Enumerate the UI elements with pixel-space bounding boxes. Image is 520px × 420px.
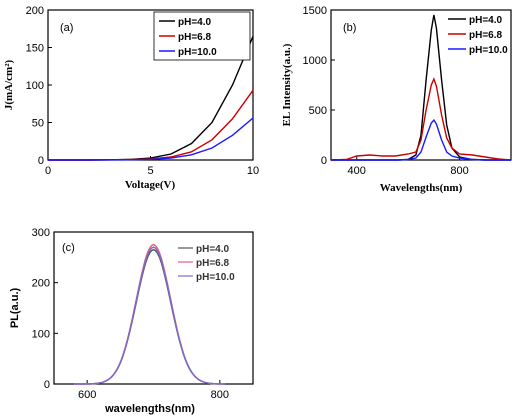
panel-c-xtick-label-1: 800 [211, 389, 229, 401]
panel-b-ticks: 400 800 0 500 1000 1500 [303, 5, 469, 177]
panel-c-ytick-label-3: 300 [32, 227, 50, 239]
panel-b-label: (b) [343, 22, 356, 34]
panel-b-xtick-label-0: 400 [348, 165, 366, 177]
panel-a-label: (a) [60, 22, 73, 34]
panel-b: (b) 400 800 0 500 1000 1500 pH=4.0 pH=6.8 pH=… [281, 5, 512, 194]
panel-a-xtick-label-0: 0 [45, 165, 51, 177]
panel-c-ticks: 600 800 0 100 200 300 [32, 227, 229, 401]
panel-b-series [330, 14, 512, 161]
panel-c-legend-label-3: pH=10.0 [196, 272, 235, 283]
panel-a-xtick-label-2: 10 [247, 165, 259, 177]
panel-a-ytick-label-3: 150 [26, 43, 44, 55]
panel-c-xlabel: wavelengths(nm) [104, 403, 195, 415]
panel-a-series-ph-10-0 [48, 117, 254, 161]
panel-b-plot-frame [330, 9, 512, 161]
panel-a-ytick-label-0: 0 [38, 155, 44, 167]
panel-a-series-ph-6-8 [48, 89, 254, 161]
panel-b-ytick-label-0: 0 [321, 155, 327, 167]
panel-c-legend-label-2: pH=6.8 [196, 258, 230, 269]
panel-a-xtick-label-1: 5 [147, 165, 153, 177]
panel-a-legend-label-3: pH=10.0 [178, 47, 217, 58]
panel-b-legend-label-1: pH=4.0 [469, 15, 503, 26]
panel-c-ytick-label-0: 0 [44, 379, 50, 391]
panel-c-legend: pH=4.0 pH=6.8 pH=10.0 [178, 244, 235, 283]
panel-a-legend-label-2: pH=6.8 [178, 32, 212, 43]
panel-c-ylabel: PL(a.u.) [9, 288, 21, 329]
panel-a-ytick-label-2: 100 [26, 80, 44, 92]
panel-a-xlabel: Voltage(V) [125, 179, 176, 191]
panel-a-series [48, 36, 254, 161]
panel-b-ytick-label-3: 1500 [303, 5, 327, 17]
panel-a-ytick-label-1: 50 [32, 118, 44, 130]
panel-a-ytick-label-4: 200 [26, 5, 44, 17]
panel-b-legend: pH=4.0 pH=6.8 pH=10.0 [448, 15, 508, 56]
panel-c-series [73, 243, 226, 385]
panel-c: (c) 600 800 0 100 200 300 pH=4.0 pH=6.8 pH=10… [9, 227, 254, 415]
panel-a-legend: pH=4.0 pH=6.8 pH=10.0 [153, 11, 251, 61]
panel-b-ytick-label-2: 1000 [303, 55, 327, 67]
panel-a-ylabel: J(mA/cm²) [3, 60, 15, 111]
panel-b-ylabel: EL Intensity(a.u.) [281, 43, 293, 126]
panel-c-plot-frame [53, 231, 254, 385]
panel-c-xtick-label-0: 600 [78, 389, 96, 401]
panel-c-series-ph-10-0 [73, 246, 226, 385]
panel-c-label: (c) [62, 242, 75, 254]
panel-a-legend-label-1: pH=4.0 [178, 17, 212, 28]
panel-b-xtick-label-1: 800 [450, 165, 468, 177]
panel-c-series-ph-4-0 [73, 248, 226, 385]
panel-b-ytick-label-1: 500 [309, 105, 327, 117]
panel-c-legend-label-1: pH=4.0 [196, 244, 230, 255]
panel-b-series-ph-6-8 [330, 77, 512, 161]
panel-c-ytick-label-2: 200 [32, 278, 50, 290]
panel-b-legend-label-3: pH=10.0 [469, 45, 508, 56]
panel-b-series-ph-10-0 [331, 118, 511, 161]
panel-b-xlabel: Wavelengths(nm) [380, 182, 463, 194]
panel-b-legend-label-2: pH=6.8 [469, 30, 503, 41]
panel-c-ytick-label-1: 100 [32, 328, 50, 340]
